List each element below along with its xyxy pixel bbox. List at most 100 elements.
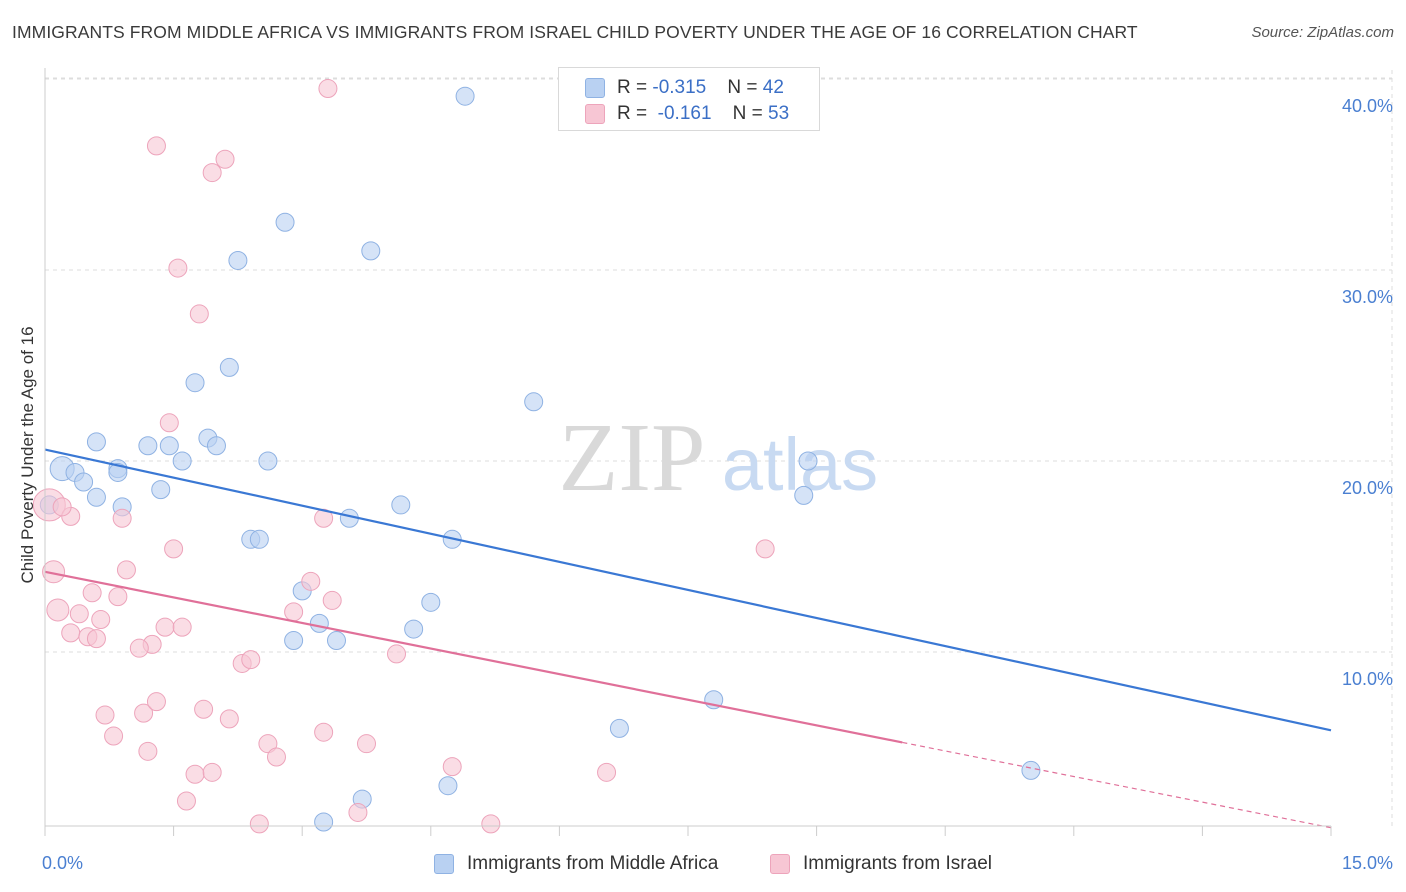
data-point-middle-africa <box>249 529 269 549</box>
data-point-israel <box>387 644 407 664</box>
watermark: ZIP atlas <box>559 404 879 512</box>
chart-title: IMMIGRANTS FROM MIDDLE AFRICA VS IMMIGRA… <box>12 22 1138 42</box>
data-point-middle-africa <box>609 718 629 738</box>
trend-layer <box>44 448 1332 829</box>
data-point-israel <box>249 814 269 834</box>
data-point-middle-africa <box>74 472 94 492</box>
data-point-israel <box>215 149 235 169</box>
data-point-middle-africa <box>185 373 205 393</box>
data-point-israel <box>322 590 342 610</box>
data-point-israel <box>481 814 501 834</box>
points-layer <box>32 79 1041 834</box>
data-point-israel <box>241 650 261 670</box>
data-point-israel <box>155 617 175 637</box>
data-point-middle-africa <box>258 451 278 471</box>
grid-layer <box>45 70 1393 826</box>
data-point-israel <box>219 709 239 729</box>
data-point-israel <box>138 741 158 761</box>
data-point-israel <box>185 764 205 784</box>
data-point-middle-africa <box>404 619 424 639</box>
data-point-israel <box>134 703 154 723</box>
legend-swatch-blue <box>585 78 605 98</box>
legend-swatch-blue <box>434 854 454 874</box>
data-point-israel <box>112 508 132 528</box>
data-point-middle-africa <box>159 436 179 456</box>
data-point-israel <box>301 571 321 591</box>
data-point-israel <box>86 629 106 649</box>
legend-label: Immigrants from Middle Africa <box>467 853 719 874</box>
data-point-israel <box>95 705 115 725</box>
data-point-middle-africa <box>1021 760 1041 780</box>
data-point-israel <box>116 560 136 580</box>
data-point-israel <box>108 587 128 607</box>
data-point-israel <box>168 258 188 278</box>
data-point-israel <box>69 604 89 624</box>
series-legend: Immigrants from Middle Africa Immigrants… <box>0 851 1406 879</box>
data-point-israel <box>159 413 179 433</box>
data-point-israel <box>104 726 124 746</box>
trend-line-middle-africa <box>44 448 1332 732</box>
data-point-israel <box>266 747 286 767</box>
stats-legend: R = -0.315 N = 42 R = -0.161 N = 53 <box>558 67 820 131</box>
legend-swatch-pink <box>585 104 605 124</box>
data-point-israel <box>258 734 278 754</box>
data-point-israel <box>42 560 66 584</box>
legend-swatch-pink <box>770 854 790 874</box>
data-point-israel <box>194 699 214 719</box>
r-label: R = <box>617 77 653 98</box>
trend-line-israel-extension <box>902 741 1332 829</box>
data-point-middle-africa <box>421 592 441 612</box>
data-point-middle-africa <box>275 212 295 232</box>
n-label: N = <box>732 103 769 124</box>
data-point-israel <box>129 638 149 658</box>
x-tick-label: 0.0% <box>42 853 83 873</box>
data-point-israel <box>176 791 196 811</box>
n-value: 53 <box>768 103 790 124</box>
data-point-middle-africa <box>455 86 475 106</box>
data-point-middle-africa <box>219 357 239 377</box>
data-point-israel <box>164 539 184 559</box>
y-tick-label: 10.0% <box>1342 669 1393 689</box>
data-point-middle-africa <box>794 485 814 505</box>
data-point-israel <box>348 802 368 822</box>
data-point-middle-africa <box>798 451 818 471</box>
data-point-israel <box>46 598 70 622</box>
y-tick-label: 40.0% <box>1342 96 1393 116</box>
data-point-israel <box>202 163 222 183</box>
data-point-middle-africa <box>326 631 346 651</box>
data-point-israel <box>597 762 617 782</box>
data-point-middle-africa <box>108 462 128 482</box>
data-point-israel <box>314 722 334 742</box>
data-point-middle-africa <box>524 392 544 412</box>
data-point-israel <box>91 610 111 630</box>
axis-layer: 10.0% 20.0% 30.0% 40.0% 0.0% 15.0% <box>42 68 1393 873</box>
data-point-middle-africa <box>138 436 158 456</box>
data-point-middle-africa <box>284 631 304 651</box>
data-point-middle-africa <box>86 432 106 452</box>
y-axis-label: Child Poverty Under the Age of 16 <box>18 326 37 583</box>
data-point-israel <box>318 79 338 99</box>
source-label: Source: ZipAtlas.com <box>1251 24 1394 41</box>
data-point-israel <box>146 692 166 712</box>
data-point-middle-africa <box>391 495 411 515</box>
data-point-israel <box>357 734 376 754</box>
data-point-israel <box>202 762 222 782</box>
r-label: R = <box>617 103 653 124</box>
data-point-israel <box>284 602 304 622</box>
watermark-zip: ZIP <box>559 404 706 512</box>
n-label: N = <box>727 77 763 98</box>
data-point-middle-africa <box>309 613 329 633</box>
r-value: -0.315 <box>652 77 707 98</box>
data-point-israel <box>189 304 209 324</box>
data-point-middle-africa <box>314 812 334 832</box>
data-point-israel <box>172 617 192 637</box>
data-point-israel <box>61 623 81 643</box>
trend-line-israel <box>44 570 903 744</box>
data-point-middle-africa <box>228 250 248 270</box>
x-tick-label: 15.0% <box>1342 853 1393 873</box>
data-point-middle-africa <box>361 241 381 261</box>
y-tick-label: 20.0% <box>1342 478 1393 498</box>
n-value: 42 <box>762 77 784 98</box>
data-point-israel <box>82 583 102 603</box>
